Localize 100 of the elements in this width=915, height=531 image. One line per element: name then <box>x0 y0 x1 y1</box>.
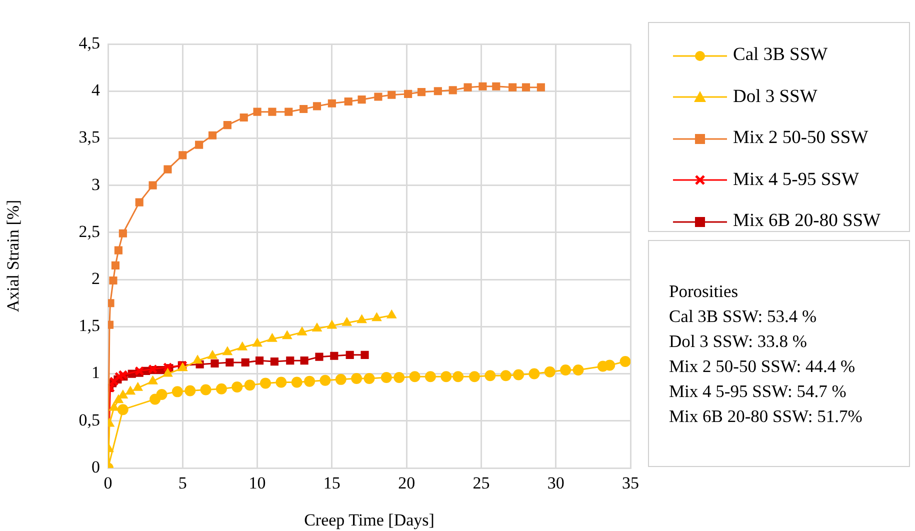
point <box>114 246 122 254</box>
text: Mix 6B 20-80 SSW: 51.7% <box>669 405 864 428</box>
point <box>620 356 630 368</box>
point <box>276 376 287 388</box>
point <box>291 376 302 388</box>
point <box>522 83 530 92</box>
point <box>344 97 352 106</box>
point <box>195 140 204 149</box>
point <box>184 385 196 396</box>
point <box>335 374 346 385</box>
legend-label: Mix 4 5-95 SSW <box>733 170 859 191</box>
point <box>356 314 367 324</box>
point <box>300 104 308 114</box>
point <box>468 371 480 382</box>
point <box>440 371 452 382</box>
point <box>320 374 331 386</box>
x-tick-label: 35 <box>622 474 639 493</box>
point <box>284 108 293 116</box>
point <box>312 102 322 110</box>
point <box>560 364 572 376</box>
point <box>315 352 324 361</box>
point <box>109 276 118 285</box>
point <box>346 350 354 359</box>
point <box>148 376 158 384</box>
x-tick-label: 15 <box>323 474 340 493</box>
point <box>286 356 294 365</box>
y-tick-label: 2,5 <box>78 222 100 241</box>
point <box>162 368 173 377</box>
point <box>404 90 412 98</box>
point <box>358 96 366 104</box>
point <box>409 371 420 382</box>
point <box>351 372 362 384</box>
point <box>374 92 382 101</box>
point <box>260 378 271 389</box>
point <box>240 113 248 122</box>
point <box>342 317 352 326</box>
point <box>241 358 250 367</box>
x-tick-label: 5 <box>178 474 187 493</box>
point <box>226 358 234 367</box>
y-tick-label: 0,5 <box>78 410 100 430</box>
point <box>162 362 172 372</box>
point <box>118 370 128 380</box>
point <box>528 368 540 380</box>
point <box>544 366 556 378</box>
point <box>118 229 127 238</box>
point <box>178 151 187 160</box>
point <box>417 88 426 96</box>
y-tick-label: 1 <box>92 363 100 382</box>
point <box>164 165 172 174</box>
point <box>156 389 168 400</box>
point <box>148 181 157 190</box>
point <box>360 350 369 359</box>
x-tick-label: 20 <box>398 474 416 493</box>
legend-label: Cal 3B SSW <box>733 45 828 66</box>
point <box>328 99 336 108</box>
point <box>192 355 202 364</box>
y-tick-label: 1,5 <box>78 316 100 336</box>
point <box>253 108 262 116</box>
y-tick-label: 0 <box>92 457 100 476</box>
point <box>244 380 256 391</box>
point <box>536 83 545 92</box>
y-tick-label: 4,5 <box>78 33 100 52</box>
point <box>111 261 120 270</box>
y-tick-label: 3 <box>92 174 100 194</box>
point <box>492 82 500 90</box>
y-tick-label: 4 <box>92 80 100 100</box>
point <box>297 326 307 336</box>
x-tick-label: 10 <box>248 474 266 493</box>
point <box>452 371 464 382</box>
point <box>117 404 128 416</box>
point <box>172 386 183 398</box>
point <box>109 402 119 411</box>
x-tick-label: 0 <box>104 474 112 493</box>
point <box>126 386 136 395</box>
point <box>208 131 217 140</box>
point <box>114 372 124 382</box>
point <box>304 376 316 387</box>
point <box>424 371 436 382</box>
point <box>238 342 248 350</box>
point <box>464 83 472 92</box>
legend-label: Mix 2 50-50 SSW <box>733 128 868 150</box>
point <box>364 372 375 384</box>
text: Dol 3 SSW: 33.8 % <box>669 330 808 353</box>
point <box>330 352 338 360</box>
point <box>282 330 292 340</box>
y-tick-label: 3,5 <box>78 128 100 147</box>
x-axis-title: Creep Time [Days] <box>304 510 434 530</box>
point <box>200 384 212 396</box>
point <box>134 366 144 376</box>
point <box>380 372 392 384</box>
point <box>434 87 442 96</box>
text: Mix 2 50-50 SSW: 44.4 % <box>669 355 856 378</box>
point <box>223 120 232 130</box>
point <box>386 310 396 318</box>
point <box>484 370 496 382</box>
legend-label: Dol 3 SSW <box>733 86 818 108</box>
point <box>267 333 278 342</box>
point <box>135 198 144 206</box>
point <box>394 372 405 384</box>
point <box>508 83 517 92</box>
